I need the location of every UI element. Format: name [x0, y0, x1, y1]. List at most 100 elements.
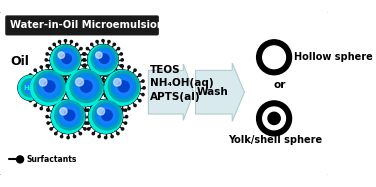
- Circle shape: [96, 41, 98, 43]
- Circle shape: [120, 65, 123, 67]
- Circle shape: [114, 66, 117, 68]
- Circle shape: [39, 78, 47, 86]
- Circle shape: [118, 81, 129, 92]
- Circle shape: [76, 78, 83, 86]
- Circle shape: [76, 43, 78, 45]
- Circle shape: [103, 99, 106, 102]
- Circle shape: [105, 137, 107, 139]
- Circle shape: [257, 40, 291, 75]
- Circle shape: [83, 53, 86, 55]
- Circle shape: [77, 108, 79, 111]
- Circle shape: [139, 74, 141, 76]
- Circle shape: [54, 66, 56, 68]
- Circle shape: [66, 69, 103, 107]
- Circle shape: [73, 135, 76, 138]
- Circle shape: [128, 66, 130, 68]
- Circle shape: [34, 104, 36, 107]
- Circle shape: [67, 137, 69, 139]
- Circle shape: [77, 77, 95, 96]
- Circle shape: [67, 95, 69, 97]
- Circle shape: [68, 80, 70, 82]
- Circle shape: [50, 128, 52, 130]
- Circle shape: [29, 99, 32, 102]
- Circle shape: [60, 108, 67, 115]
- Circle shape: [61, 135, 63, 138]
- Circle shape: [98, 96, 100, 98]
- Circle shape: [47, 65, 49, 67]
- Circle shape: [79, 132, 82, 135]
- Circle shape: [45, 59, 47, 61]
- Circle shape: [80, 80, 92, 92]
- Circle shape: [40, 108, 42, 110]
- Circle shape: [96, 77, 98, 79]
- Circle shape: [47, 122, 49, 124]
- Circle shape: [88, 128, 90, 130]
- Circle shape: [117, 47, 120, 50]
- Circle shape: [30, 70, 65, 105]
- FancyBboxPatch shape: [5, 15, 159, 36]
- Circle shape: [124, 122, 127, 124]
- Circle shape: [83, 59, 85, 61]
- Circle shape: [128, 108, 130, 110]
- Circle shape: [17, 156, 24, 163]
- Circle shape: [24, 82, 37, 94]
- Circle shape: [26, 94, 29, 96]
- Circle shape: [61, 87, 63, 89]
- Circle shape: [83, 65, 85, 67]
- Circle shape: [103, 74, 106, 76]
- Circle shape: [121, 128, 124, 130]
- Circle shape: [83, 65, 86, 67]
- Circle shape: [139, 99, 141, 102]
- Circle shape: [60, 69, 62, 71]
- Circle shape: [58, 77, 61, 79]
- Circle shape: [25, 87, 27, 89]
- Circle shape: [91, 65, 93, 67]
- Circle shape: [257, 101, 291, 136]
- Circle shape: [108, 71, 139, 102]
- Circle shape: [113, 74, 115, 76]
- Circle shape: [59, 51, 74, 66]
- Circle shape: [58, 41, 61, 43]
- Circle shape: [77, 65, 79, 67]
- Polygon shape: [149, 64, 194, 120]
- Circle shape: [73, 73, 99, 99]
- Circle shape: [73, 96, 76, 98]
- Circle shape: [53, 43, 55, 45]
- Circle shape: [69, 87, 71, 89]
- Circle shape: [54, 46, 80, 72]
- Circle shape: [91, 74, 93, 76]
- Circle shape: [106, 87, 109, 89]
- Circle shape: [100, 80, 103, 82]
- Circle shape: [61, 107, 78, 124]
- Circle shape: [96, 104, 118, 127]
- Circle shape: [89, 100, 123, 134]
- Circle shape: [65, 99, 67, 102]
- Circle shape: [83, 59, 86, 61]
- Text: Wash: Wash: [196, 87, 228, 97]
- Circle shape: [87, 122, 89, 124]
- Circle shape: [46, 116, 48, 118]
- Circle shape: [91, 43, 93, 45]
- Circle shape: [92, 101, 121, 130]
- Circle shape: [142, 80, 144, 82]
- Circle shape: [83, 109, 86, 112]
- Circle shape: [30, 70, 66, 106]
- Circle shape: [86, 70, 89, 72]
- Circle shape: [37, 74, 62, 99]
- Circle shape: [102, 110, 112, 121]
- Text: APTS(al): APTS(al): [150, 92, 201, 102]
- Circle shape: [65, 73, 67, 76]
- Circle shape: [105, 70, 139, 105]
- Circle shape: [51, 45, 80, 75]
- Circle shape: [53, 74, 55, 76]
- Circle shape: [86, 47, 89, 50]
- Circle shape: [134, 104, 136, 107]
- Circle shape: [89, 100, 122, 133]
- Circle shape: [49, 70, 51, 72]
- Circle shape: [80, 47, 82, 50]
- Circle shape: [70, 105, 73, 107]
- Circle shape: [100, 94, 103, 96]
- Text: or: or: [273, 80, 285, 90]
- Circle shape: [117, 132, 119, 135]
- Circle shape: [121, 65, 123, 67]
